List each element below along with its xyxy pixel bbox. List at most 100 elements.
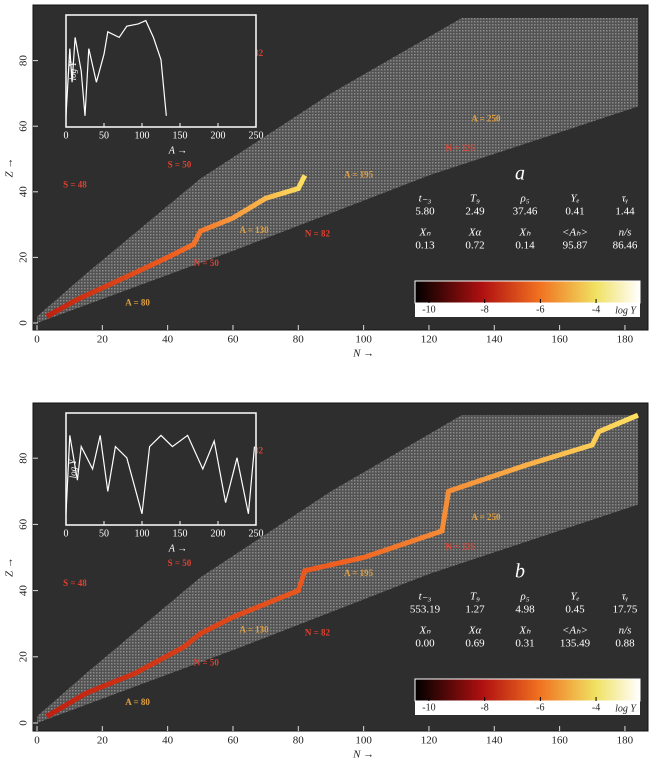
param-name: τᵧ — [622, 193, 629, 205]
y-tick-label: 60 — [18, 120, 30, 132]
x-tick-label: 80 — [293, 334, 305, 346]
y-tick-label: 20 — [18, 251, 30, 263]
annotation: A = 130 — [240, 225, 270, 235]
param-name: t₋₃ — [419, 193, 432, 205]
param-name: τᵧ — [622, 591, 629, 603]
x-tick-label: 160 — [551, 735, 568, 747]
annotation: N = 82 — [305, 628, 331, 638]
param-value: 0.88 — [615, 638, 635, 650]
param-value: 135.49 — [560, 638, 591, 650]
annotation: A = 195 — [344, 169, 374, 179]
annotation: S = 50 — [168, 160, 192, 170]
x-tick-label: 60 — [227, 735, 239, 747]
param-name: <Aₕ> — [562, 625, 588, 637]
x-tick-label: 100 — [355, 334, 372, 346]
inset-x-label: A → — [168, 145, 187, 156]
param-value: 2.49 — [465, 206, 485, 218]
panel: 0 20 40 60 80 100 120 140 160 180 0 20 40 60 80 N → Z → S… — [4, 4, 649, 360]
x-tick-label: 180 — [617, 735, 634, 747]
inset-curve — [65, 19, 167, 116]
annotation: S = 50 — [168, 558, 192, 568]
colorbar — [414, 280, 641, 304]
colorbar-tick-label: -10 — [422, 702, 435, 713]
x-tick-label: 180 — [617, 334, 634, 346]
annotation: A = 195 — [344, 568, 374, 578]
y-tick-label: 60 — [18, 518, 30, 530]
x-tick-label: 60 — [227, 334, 239, 346]
inset-tick-label: 0 — [64, 528, 69, 539]
colorbar-tick-label: -8 — [480, 702, 488, 713]
colorbar-tick-label: -6 — [536, 702, 544, 713]
param-name: Xₙ — [418, 625, 431, 637]
annotation: A = 250 — [471, 512, 501, 522]
inset-y-label: log Y — [68, 459, 78, 479]
x-axis-label: N → — [352, 749, 374, 761]
y-axis-label: Z → — [4, 158, 16, 178]
inset-tick-label: 250 — [249, 130, 264, 141]
colorbar-tick-label: -10 — [422, 304, 435, 315]
param-value: 17.75 — [613, 604, 638, 616]
inset-y-label: log Y — [68, 61, 78, 81]
x-tick-label: 100 — [355, 735, 372, 747]
x-tick-label: 20 — [97, 735, 109, 747]
param-name: Yₑ — [570, 193, 579, 205]
colorbar-strip — [415, 303, 640, 317]
y-tick-label: 0 — [18, 320, 30, 326]
colorbar-tick-label: -4 — [592, 702, 600, 713]
panel-label: b — [515, 561, 525, 583]
param-value: 553.19 — [410, 604, 441, 616]
inset-tick-label: 0 — [64, 130, 69, 141]
x-axis-label: N → — [352, 348, 374, 360]
param-value: 0.72 — [465, 240, 484, 252]
annotation: A = 80 — [125, 697, 150, 707]
annotation: N = 50 — [194, 657, 220, 667]
param-name: Xₕ — [518, 227, 531, 239]
param-value: 5.80 — [415, 206, 435, 218]
inset-tick-label: 50 — [99, 130, 109, 141]
x-tick-label: 0 — [34, 735, 40, 747]
param-value: 37.46 — [513, 206, 538, 218]
param-value: 0.45 — [565, 604, 585, 616]
y-tick-label: 20 — [18, 651, 30, 663]
inset — [65, 412, 257, 526]
x-tick-label: 80 — [293, 735, 305, 747]
annotation: S = 48 — [63, 578, 87, 588]
inset-tick-label: 50 — [99, 528, 109, 539]
annotation: A = 250 — [471, 114, 501, 124]
param-value: 0.00 — [415, 638, 435, 650]
annotation: A = 130 — [240, 624, 270, 634]
inset-tick-label: 150 — [173, 528, 188, 539]
colorbar-tick-label: -4 — [592, 304, 600, 315]
x-tick-label: 140 — [486, 735, 503, 747]
param-name: <Aₕ> — [562, 227, 588, 239]
x-tick-label: 40 — [162, 735, 174, 747]
abundance-path — [45, 174, 308, 319]
inset-tick-label: 100 — [135, 528, 150, 539]
param-name: ρ₅ — [519, 193, 529, 205]
annotation: S = 48 — [63, 179, 87, 189]
colorbar-tick-label: -6 — [536, 304, 544, 315]
y-axis-label: Z → — [4, 557, 16, 577]
param-name: T₉ — [470, 591, 480, 603]
x-tick-label: 20 — [97, 334, 109, 346]
param-name: n/s — [619, 227, 632, 239]
abundance-path — [45, 412, 639, 719]
colorbar-tick-label: -8 — [480, 304, 488, 315]
x-tick-label: 160 — [551, 334, 568, 346]
y-tick-label: 40 — [18, 585, 30, 597]
param-name: Xₕ — [518, 625, 531, 637]
panel-label: a — [515, 163, 525, 185]
colorbar-strip — [415, 701, 640, 715]
panel: 0 20 40 60 80 100 120 140 160 180 0 20 40 60 80 N → Z → S… — [4, 402, 649, 761]
param-value: 95.87 — [563, 240, 588, 252]
param-name: Xₙ — [418, 227, 431, 239]
y-tick-label: 0 — [18, 720, 30, 726]
param-name: n/s — [619, 625, 632, 637]
x-tick-label: 120 — [421, 735, 438, 747]
param-name: t₋₃ — [419, 591, 432, 603]
colorbar — [414, 678, 641, 702]
inset-x-label: A → — [168, 543, 187, 554]
